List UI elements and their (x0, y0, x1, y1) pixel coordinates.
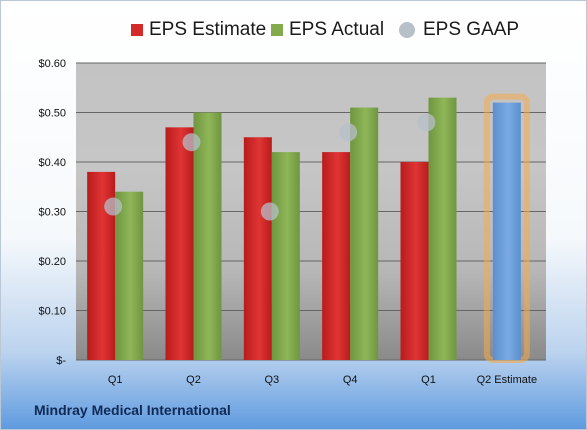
y-tick-label: $- (56, 355, 66, 367)
legend-swatch (271, 24, 283, 36)
y-tick-label: $0.20 (38, 256, 66, 268)
point-eps-gaap (417, 113, 436, 132)
y-tick-label: $0.10 (38, 306, 66, 318)
point-eps-gaap (104, 197, 123, 216)
x-tick-label: Q3 (264, 374, 279, 386)
legend-label: EPS Estimate (149, 19, 267, 40)
x-tick-label: Q1 (108, 374, 123, 386)
company-name: Mindray Medical International (34, 402, 231, 418)
bar-eps-estimate (400, 162, 429, 360)
y-tick-label: $0.40 (38, 157, 66, 169)
y-tick-label: $0.30 (38, 207, 66, 219)
bar-eps-estimate-q2 (492, 102, 521, 360)
x-tick-label: Q2 (186, 374, 201, 386)
x-tick-label: Q1 (421, 374, 436, 386)
point-eps-gaap (260, 202, 279, 221)
point-eps-gaap (339, 123, 358, 142)
bar-eps-estimate (165, 127, 194, 360)
point-eps-gaap (182, 133, 201, 152)
x-tick-label: Q2 Estimate (477, 374, 538, 386)
legend-swatch (131, 24, 143, 36)
bar-eps-estimate (243, 137, 272, 360)
legend-marker-circle (399, 22, 415, 38)
legend-item: EPS Estimate (131, 17, 266, 43)
bar-eps-estimate (322, 152, 351, 360)
chart-legend: EPS Estimate EPS Actual EPS GAAP (1, 17, 586, 43)
bar-eps-actual (193, 112, 222, 360)
y-tick-label: $0.50 (38, 108, 66, 120)
legend-item: EPS Actual (271, 17, 384, 43)
legend-item: EPS GAAP (399, 17, 519, 43)
bar-eps-actual (428, 97, 457, 361)
bar-eps-actual (350, 107, 379, 360)
legend-label: EPS Actual (289, 19, 385, 40)
x-tick-label: Q4 (343, 374, 358, 386)
bar-eps-actual (115, 191, 144, 360)
bar-eps-actual (271, 152, 300, 360)
legend-label: EPS GAAP (423, 19, 520, 40)
y-tick-label: $0.60 (38, 58, 66, 70)
